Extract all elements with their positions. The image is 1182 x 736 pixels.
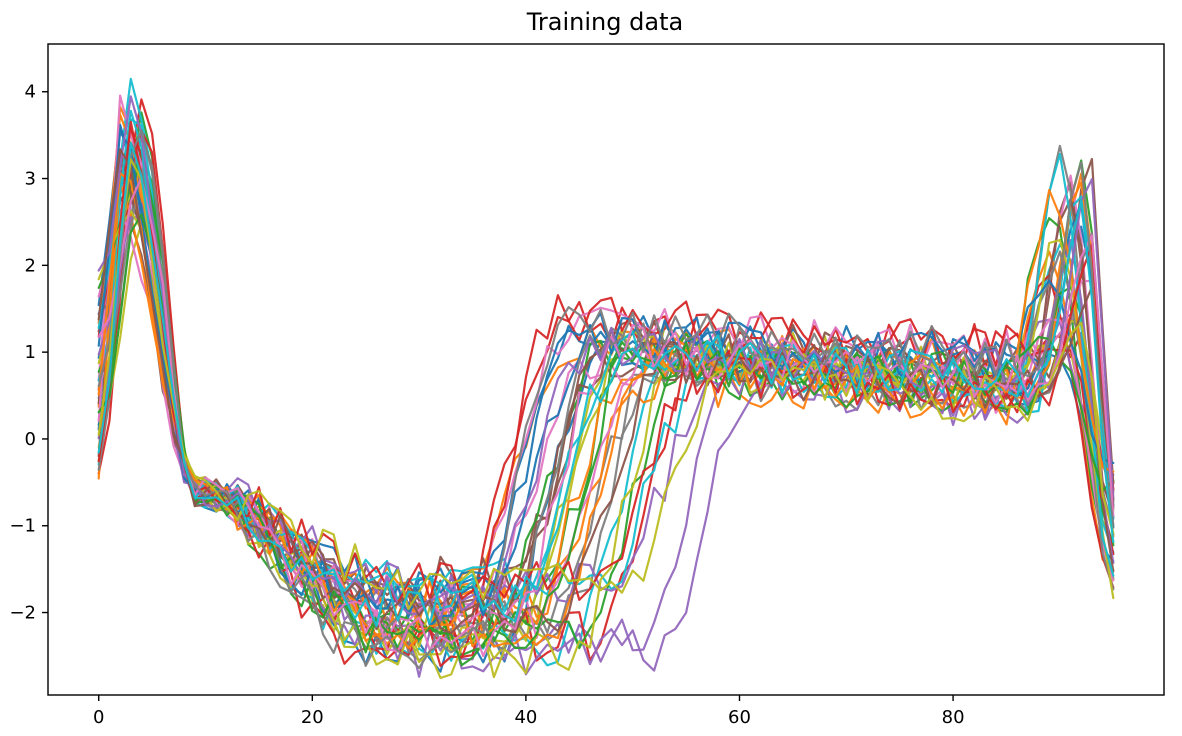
x-tick-label: 20 — [301, 707, 324, 728]
series-layer — [97, 77, 1115, 680]
y-tick-label: 1 — [25, 342, 36, 363]
y-tick-label: 4 — [25, 82, 36, 103]
x-tick-label: 40 — [514, 707, 537, 728]
y-tick-label: −1 — [9, 516, 36, 537]
y-tick-label: 0 — [25, 429, 36, 450]
x-tick-label: 60 — [728, 707, 751, 728]
chart-title: Training data — [526, 8, 683, 36]
x-tick-label: 0 — [93, 707, 104, 728]
y-axis: −2 −1 0 1 2 3 4 — [9, 82, 48, 624]
x-axis: 0 20 40 60 80 — [93, 695, 965, 728]
plot-frame — [47, 43, 1165, 696]
series-line — [97, 129, 1115, 670]
series-line — [97, 118, 1115, 603]
y-tick-label: 2 — [25, 255, 36, 276]
series-line — [97, 95, 1115, 622]
series-line — [97, 158, 1115, 611]
series-line — [97, 177, 1115, 658]
y-tick-label: 3 — [25, 169, 36, 190]
x-tick-label: 80 — [942, 707, 965, 728]
y-tick-label: −2 — [9, 603, 36, 624]
series-line — [97, 172, 1115, 649]
series-line — [97, 141, 1115, 628]
